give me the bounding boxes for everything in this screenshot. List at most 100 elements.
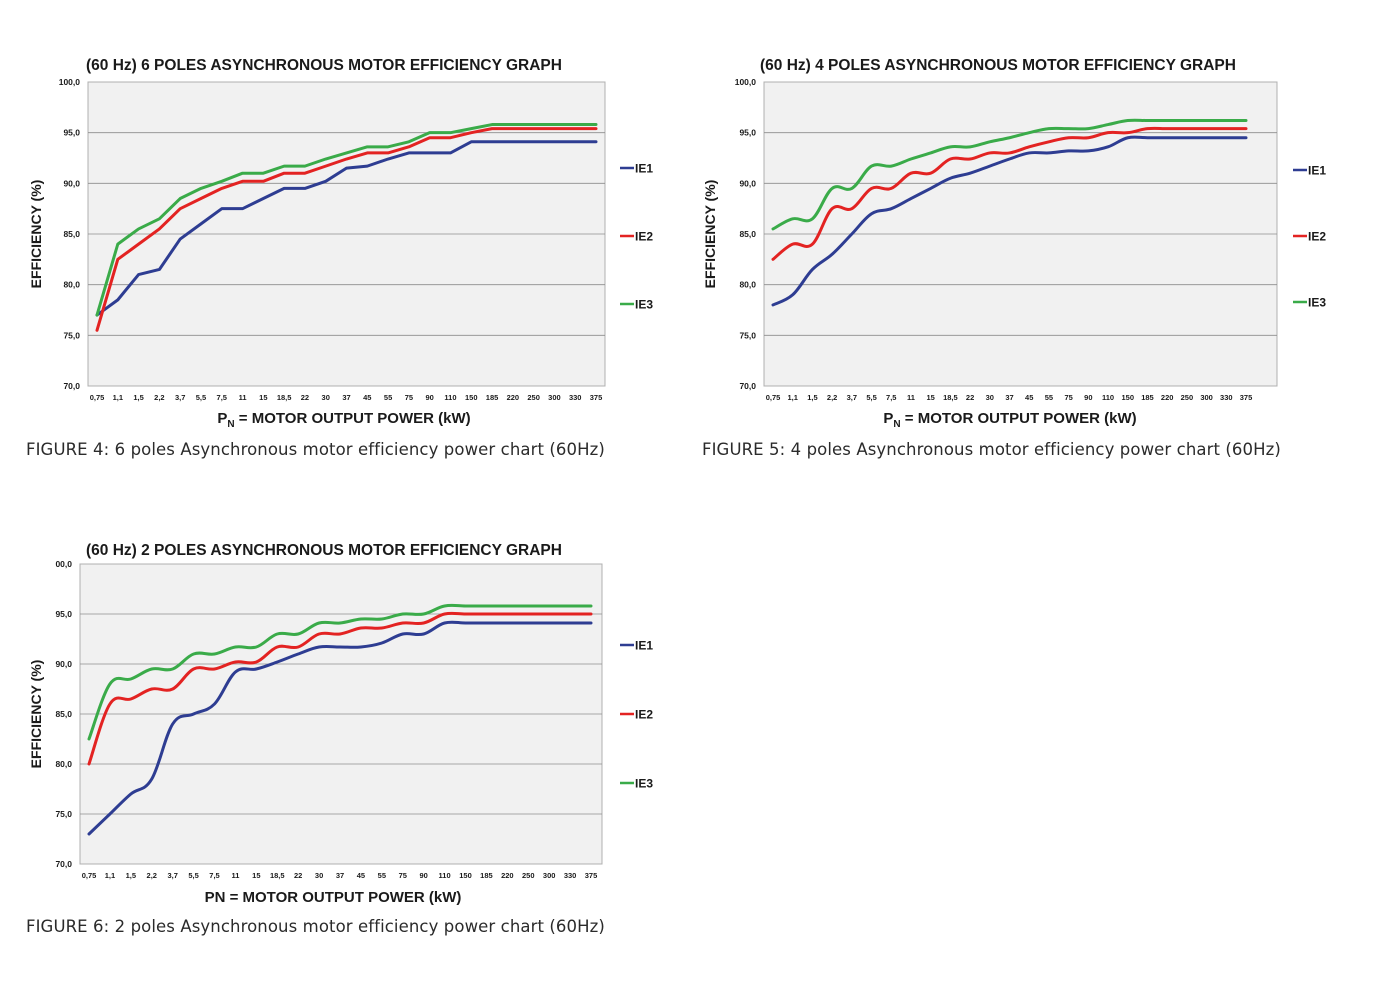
x-tick-label: 15: [259, 393, 267, 402]
x-tick-label: 1,5: [126, 871, 136, 880]
x-tick-label: 150: [1121, 393, 1134, 402]
y-tick-label: 90,0: [63, 178, 80, 188]
x-tick-label: 45: [357, 871, 365, 880]
x-tick-label: 11: [239, 393, 247, 402]
x-tick-label: 75: [405, 393, 413, 402]
x-tick-label: 55: [378, 871, 386, 880]
y-tick-label: 100,0: [735, 77, 757, 87]
x-tick-label: 22: [301, 393, 309, 402]
y-tick-label: 75,0: [55, 809, 72, 819]
x-tick-label: 185: [486, 393, 499, 402]
x-tick-label: 3,7: [167, 871, 177, 880]
x-tick-label: 2,2: [827, 393, 837, 402]
y-tick-label: 85,0: [55, 709, 72, 719]
legend-label-ie2: IE2: [635, 708, 653, 722]
x-tick-label: 7,5: [209, 871, 219, 880]
legend-label-ie3: IE3: [1308, 296, 1326, 310]
y-axis-label: EFFICIENCY (%): [28, 660, 44, 769]
y-tick-label: 75,0: [739, 330, 756, 340]
chart-title: (60 Hz) 2 POLES ASYNCHRONOUS MOTOR EFFIC…: [86, 542, 562, 559]
series-line-ie3: [771, 118, 1248, 231]
x-tick-label: 375: [590, 393, 603, 402]
x-tick-label: 37: [336, 871, 344, 880]
x-tick-label: 185: [480, 871, 493, 880]
x-tick-label: 30: [322, 393, 330, 402]
x-tick-label: 11: [907, 393, 915, 402]
x-tick-label: 1,1: [113, 393, 123, 402]
x-tick-label: 300: [548, 393, 561, 402]
series-line-ie3: [87, 603, 593, 741]
x-tick-label: 55: [1045, 393, 1053, 402]
x-tick-label: 220: [507, 393, 520, 402]
legend-label-ie3: IE3: [635, 298, 653, 312]
series-line-ie2: [95, 127, 598, 332]
x-tick-label: 1,1: [105, 871, 115, 880]
y-tick-label: 95,0: [739, 128, 756, 138]
x-axis-label-subscript: N: [227, 419, 234, 430]
x-axis-label-subscript: N: [893, 419, 900, 430]
x-tick-label: 0,75: [90, 393, 105, 402]
x-tick-label: 300: [543, 871, 556, 880]
y-axis-label: EFFICIENCY (%): [28, 180, 44, 289]
chart-title: (60 Hz) 6 POLES ASYNCHRONOUS MOTOR EFFIC…: [86, 57, 562, 74]
x-tick-label: 1,1: [787, 393, 797, 402]
x-tick-label: 75: [1064, 393, 1072, 402]
chart-svg: (60 Hz) 6 POLES ASYNCHRONOUS MOTOR EFFIC…: [28, 57, 653, 430]
x-tick-label: 1,5: [807, 393, 817, 402]
y-tick-label: 70,0: [55, 859, 72, 869]
x-axis-label: PN = MOTOR OUTPUT POWER (kW): [205, 889, 462, 906]
x-tick-label: 30: [315, 871, 323, 880]
x-tick-label: 220: [501, 871, 514, 880]
x-tick-label: 45: [363, 393, 371, 402]
x-tick-label: 185: [1141, 393, 1154, 402]
x-tick-label: 15: [252, 871, 260, 880]
x-tick-label: 3,7: [847, 393, 857, 402]
series-line-ie1: [87, 620, 593, 836]
y-tick-label: 85,0: [63, 229, 80, 239]
x-tick-label: 375: [1240, 393, 1253, 402]
series-line-ie3: [95, 123, 598, 317]
y-tick-label: 70,0: [63, 381, 80, 391]
x-axis-label-rest: = MOTOR OUTPUT POWER (kW): [901, 410, 1137, 427]
x-axis-label-rest: = MOTOR OUTPUT POWER (kW): [225, 889, 461, 906]
x-axis-label: PN = MOTOR OUTPUT POWER (kW): [883, 410, 1136, 430]
x-tick-label: 110: [444, 393, 456, 402]
y-tick-label: 80,0: [55, 759, 72, 769]
x-tick-label: 330: [564, 871, 577, 880]
chart-title: (60 Hz) 4 POLES ASYNCHRONOUS MOTOR EFFIC…: [760, 57, 1236, 74]
x-tick-label: 75: [399, 871, 407, 880]
x-tick-label: 330: [1220, 393, 1233, 402]
x-tick-label: 18,5: [270, 871, 285, 880]
x-tick-label: 250: [527, 393, 540, 402]
legend-label-ie1: IE1: [635, 162, 653, 176]
x-tick-label: 0,75: [82, 871, 97, 880]
x-tick-label: 37: [1005, 393, 1013, 402]
x-tick-label: 110: [439, 871, 451, 880]
figure-caption: FIGURE 5: 4 poles Asynchronous motor eff…: [702, 440, 1281, 459]
x-tick-label: 250: [1181, 393, 1194, 402]
legend-label-ie2: IE2: [1308, 230, 1326, 244]
y-tick-label: 85,0: [739, 229, 756, 239]
x-tick-label: 150: [465, 393, 478, 402]
x-tick-label: 330: [569, 393, 582, 402]
x-tick-label: 22: [966, 393, 974, 402]
x-axis-label-rest: = MOTOR OUTPUT POWER (kW): [235, 410, 471, 427]
legend-label-ie1: IE1: [1308, 164, 1326, 178]
x-axis-label-main: P: [217, 410, 227, 427]
x-tick-label: 18,5: [943, 393, 958, 402]
x-tick-label: 90: [419, 871, 427, 880]
series-line-ie2: [87, 611, 593, 766]
legend-label-ie1: IE1: [635, 639, 653, 653]
x-tick-label: 45: [1025, 393, 1033, 402]
y-tick-label: 90,0: [739, 178, 756, 188]
x-tick-label: 90: [425, 393, 433, 402]
x-axis-label-main: PN: [205, 889, 226, 906]
figure-caption: FIGURE 4: 6 poles Asynchronous motor eff…: [26, 440, 605, 459]
x-tick-label: 37: [342, 393, 350, 402]
y-tick-label: 80,0: [63, 280, 80, 290]
chart-panel-4-poles: (60 Hz) 4 POLES ASYNCHRONOUS MOTOR EFFIC…: [690, 0, 1380, 480]
x-tick-label: 300: [1200, 393, 1213, 402]
x-tick-label: 30: [986, 393, 994, 402]
x-tick-label: 15: [926, 393, 934, 402]
x-tick-label: 2,2: [147, 871, 157, 880]
